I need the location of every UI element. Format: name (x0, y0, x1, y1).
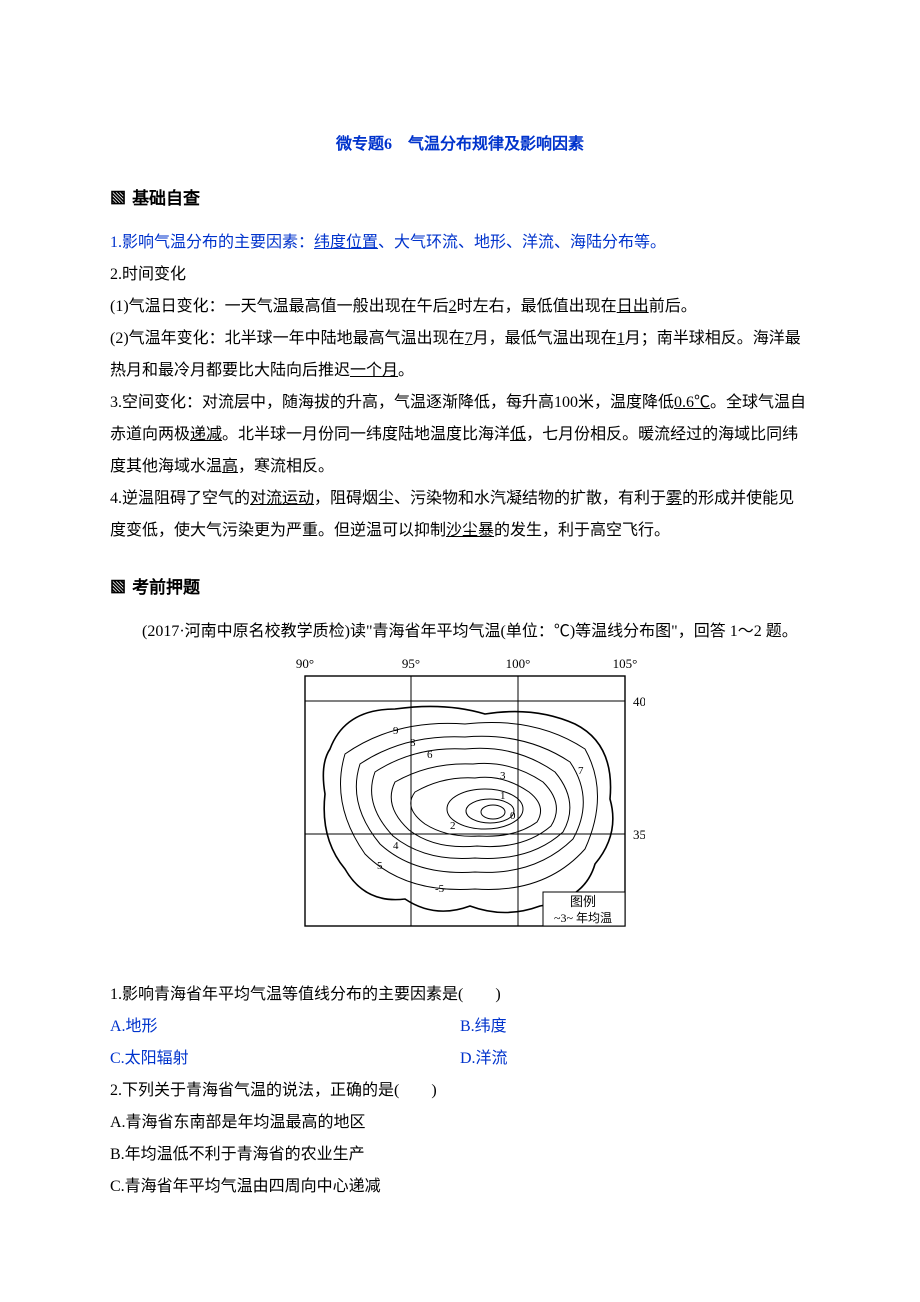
q2-opt-a: A.青海省东南部是年均温最高的地区 (110, 1107, 810, 1139)
p2: 2.时间变化 (110, 259, 810, 291)
p5: 3.空间变化：对流层中，随海拔的升高，气温逐渐降低，每升高100米，温度降低0.… (110, 387, 810, 483)
q1: 1.影响青海省年平均气温等值线分布的主要因素是( ) (110, 979, 810, 1011)
page-title: 微专题6 气温分布规律及影响因素 (110, 130, 810, 154)
section-basics-header: ▧ 基础自查 (110, 184, 810, 209)
q1-opt-b: B.纬度 (460, 1011, 810, 1043)
legend-line: ~3~ 年均温 (554, 911, 612, 925)
contour-3: 3 (500, 770, 506, 782)
contour-2: 2 (450, 820, 456, 832)
lat-label-1: 35° (633, 827, 645, 842)
legend-title: 图例 (570, 894, 596, 909)
basics-body: 1.影响气温分布的主要因素：纬度位置、大气环流、地形、洋流、海陆分布等。 2.时… (110, 227, 810, 547)
lon-label-2: 100° (506, 656, 531, 671)
section-exam-label: 考前押题 (132, 573, 200, 598)
exam-intro: (2017·河南中原名校教学质检)读"青海省年平均气温(单位：℃)等温线分布图"… (110, 616, 810, 648)
contour-9: 9 (393, 725, 399, 737)
q2: 2.下列关于青海省气温的说法，正确的是( ) (110, 1075, 810, 1107)
q1-options-2: C.太阳辐射 D.洋流 (110, 1043, 810, 1075)
contour-1: 1 (500, 790, 506, 802)
contour-0: 0 (510, 810, 516, 822)
section-exam-header: ▧ 考前押题 (110, 573, 810, 598)
contour-n5: -5 (435, 883, 445, 895)
lon-label-1: 95° (402, 656, 420, 671)
contour-7: 7 (578, 765, 584, 777)
lon-label-0: 90° (296, 656, 314, 671)
hatch-icon: ▧ (110, 577, 126, 594)
q1-opt-d: D.洋流 (460, 1043, 810, 1075)
lat-label-0: 40° (633, 694, 645, 709)
contour-8: 8 (410, 737, 416, 749)
section-basics-label: 基础自查 (132, 184, 200, 209)
p3: (1)气温日变化：一天气温最高值一般出现在午后2时左右，最低值出现在日出前后。 (110, 291, 810, 323)
q1-opt-c: C.太阳辐射 (110, 1043, 460, 1075)
contour-5: 5 (377, 860, 383, 872)
p6: 4.逆温阻碍了空气的对流运动，阻碍烟尘、污染物和水汽凝结物的扩散，有利于雾的形成… (110, 483, 810, 547)
q2-opt-c: C.青海省年平均气温由四周向中心递减 (110, 1171, 810, 1203)
hatch-icon: ▧ (110, 188, 126, 205)
q1-opt-a: A.地形 (110, 1011, 460, 1043)
q1-options: A.地形 B.纬度 (110, 1011, 810, 1043)
p1: 1.影响气温分布的主要因素：纬度位置、大气环流、地形、洋流、海陆分布等。 (110, 227, 810, 259)
contour-6: 6 (427, 749, 433, 761)
q2-opt-b: B.年均温低不利于青海省的农业生产 (110, 1139, 810, 1171)
isotherm-map-figure: 90° 95° 100° 105° 40° 35° 9 (110, 654, 810, 969)
lon-label-3: 105° (613, 656, 638, 671)
isotherm-map: 90° 95° 100° 105° 40° 35° 9 (275, 654, 645, 964)
contour-4: 4 (393, 840, 399, 852)
p4: (2)气温年变化：北半球一年中陆地最高气温出现在7月，最低气温出现在1月；南半球… (110, 323, 810, 387)
